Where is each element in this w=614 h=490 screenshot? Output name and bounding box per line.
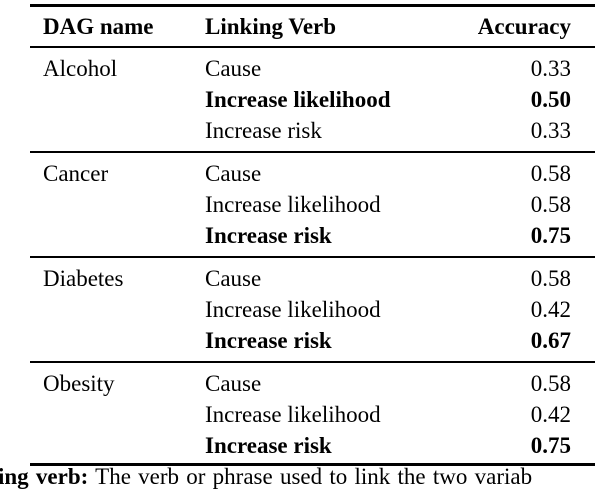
linking-verb-cell: Increase likelihood <box>205 192 381 217</box>
linking-verb-cell: Increase risk <box>205 223 332 248</box>
linking-verb-cell: Increase risk <box>205 433 332 458</box>
table-row: Obesity Cause 0.58 <box>30 368 595 399</box>
table-row: Alcohol Cause 0.33 <box>30 53 595 84</box>
linking-verb-cell: Increase risk <box>205 328 332 353</box>
linking-verb-cell: Increase likelihood <box>205 402 381 427</box>
table-row: Increase likelihood 0.58 <box>30 189 595 220</box>
accuracy-cell: 0.75 <box>530 223 571 248</box>
table-group-diabetes: Diabetes Cause 0.58 Increase likelihood … <box>30 258 595 361</box>
column-header-linking-verb: Linking Verb <box>205 13 337 39</box>
table-caption-clipped: ing verb: The verb or phrase used to lin… <box>0 464 614 490</box>
accuracy-cell: 0.58 <box>530 371 571 396</box>
group-divider-rule <box>30 151 595 153</box>
results-table: DAG name Linking Verb Accuracy Alcohol C… <box>30 4 595 466</box>
group-divider-rule <box>30 361 595 363</box>
table-group-cancer: Cancer Cause 0.58 Increase likelihood 0.… <box>30 153 595 256</box>
accuracy-cell: 0.50 <box>530 87 571 112</box>
table-row: Increase likelihood 0.42 <box>30 399 595 430</box>
column-header-accuracy: Accuracy <box>477 13 571 39</box>
column-header-dag-name: DAG name <box>43 13 154 39</box>
dag-name-cell: Cancer <box>43 161 109 186</box>
linking-verb-cell: Increase likelihood <box>205 87 391 112</box>
caption-text: The verb or phrase used to link the two … <box>88 464 533 489</box>
accuracy-cell: 0.33 <box>530 118 571 143</box>
accuracy-cell: 0.42 <box>530 402 571 427</box>
table-top-rule <box>30 4 595 7</box>
caption-label: ing verb: <box>0 464 89 489</box>
table-group-alcohol: Alcohol Cause 0.33 Increase likelihood 0… <box>30 48 595 151</box>
group-divider-rule <box>30 256 595 258</box>
table-bottom-rule <box>30 463 595 466</box>
accuracy-cell: 0.58 <box>530 266 571 291</box>
header-divider-rule <box>30 46 595 48</box>
table-row: Cancer Cause 0.58 <box>30 158 595 189</box>
table-row: Increase likelihood 0.42 <box>30 294 595 325</box>
linking-verb-cell: Cause <box>205 266 262 291</box>
accuracy-cell: 0.75 <box>530 433 571 458</box>
table-row: Increase likelihood 0.50 <box>30 84 595 115</box>
table-row: Diabetes Cause 0.58 <box>30 263 595 294</box>
table-header-row: DAG name Linking Verb Accuracy <box>30 7 595 46</box>
linking-verb-cell: Increase risk <box>205 118 322 143</box>
table-group-obesity: Obesity Cause 0.58 Increase likelihood 0… <box>30 363 595 463</box>
accuracy-cell: 0.33 <box>530 56 571 81</box>
table-row: Increase risk 0.75 <box>30 220 595 251</box>
table-row: Increase risk 0.67 <box>30 325 595 356</box>
accuracy-cell: 0.67 <box>530 328 571 353</box>
linking-verb-cell: Cause <box>205 371 262 396</box>
accuracy-cell: 0.42 <box>530 297 571 322</box>
dag-name-cell: Diabetes <box>43 266 124 291</box>
dag-name-cell: Alcohol <box>43 56 118 81</box>
linking-verb-cell: Increase likelihood <box>205 297 381 322</box>
table-row: Increase risk 0.33 <box>30 115 595 146</box>
linking-verb-cell: Cause <box>205 56 262 81</box>
table-row: Increase risk 0.75 <box>30 430 595 461</box>
dag-name-cell: Obesity <box>43 371 115 396</box>
accuracy-cell: 0.58 <box>530 161 571 186</box>
accuracy-cell: 0.58 <box>530 192 571 217</box>
linking-verb-cell: Cause <box>205 161 262 186</box>
